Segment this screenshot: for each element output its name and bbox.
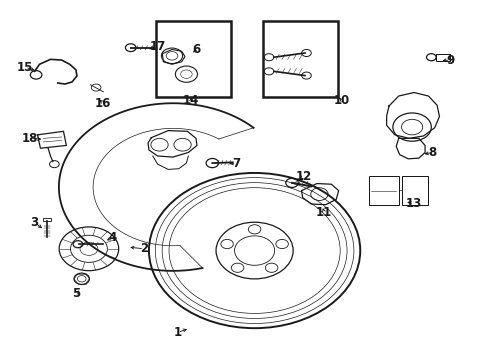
Text: 17: 17 (149, 40, 166, 53)
Bar (43, 218, 51, 221)
Text: 2: 2 (140, 242, 148, 255)
Text: 5: 5 (72, 287, 80, 300)
Text: 14: 14 (183, 94, 199, 107)
Bar (436, 54, 449, 61)
Text: 12: 12 (295, 170, 312, 183)
Bar (401, 176, 428, 205)
Text: 3: 3 (30, 216, 39, 229)
Text: 8: 8 (428, 146, 437, 159)
Text: 18: 18 (22, 132, 38, 145)
Bar (156, 21, 231, 97)
Text: 1: 1 (174, 326, 182, 339)
Bar (263, 21, 338, 97)
Text: 15: 15 (17, 60, 33, 73)
Text: 6: 6 (192, 43, 200, 56)
Text: 16: 16 (95, 96, 112, 109)
Text: 4: 4 (109, 231, 117, 244)
Bar (369, 176, 399, 205)
Text: 11: 11 (316, 206, 332, 219)
Text: 10: 10 (334, 94, 350, 107)
Text: 7: 7 (232, 157, 241, 170)
Text: 9: 9 (446, 54, 455, 67)
Text: 13: 13 (406, 198, 422, 211)
